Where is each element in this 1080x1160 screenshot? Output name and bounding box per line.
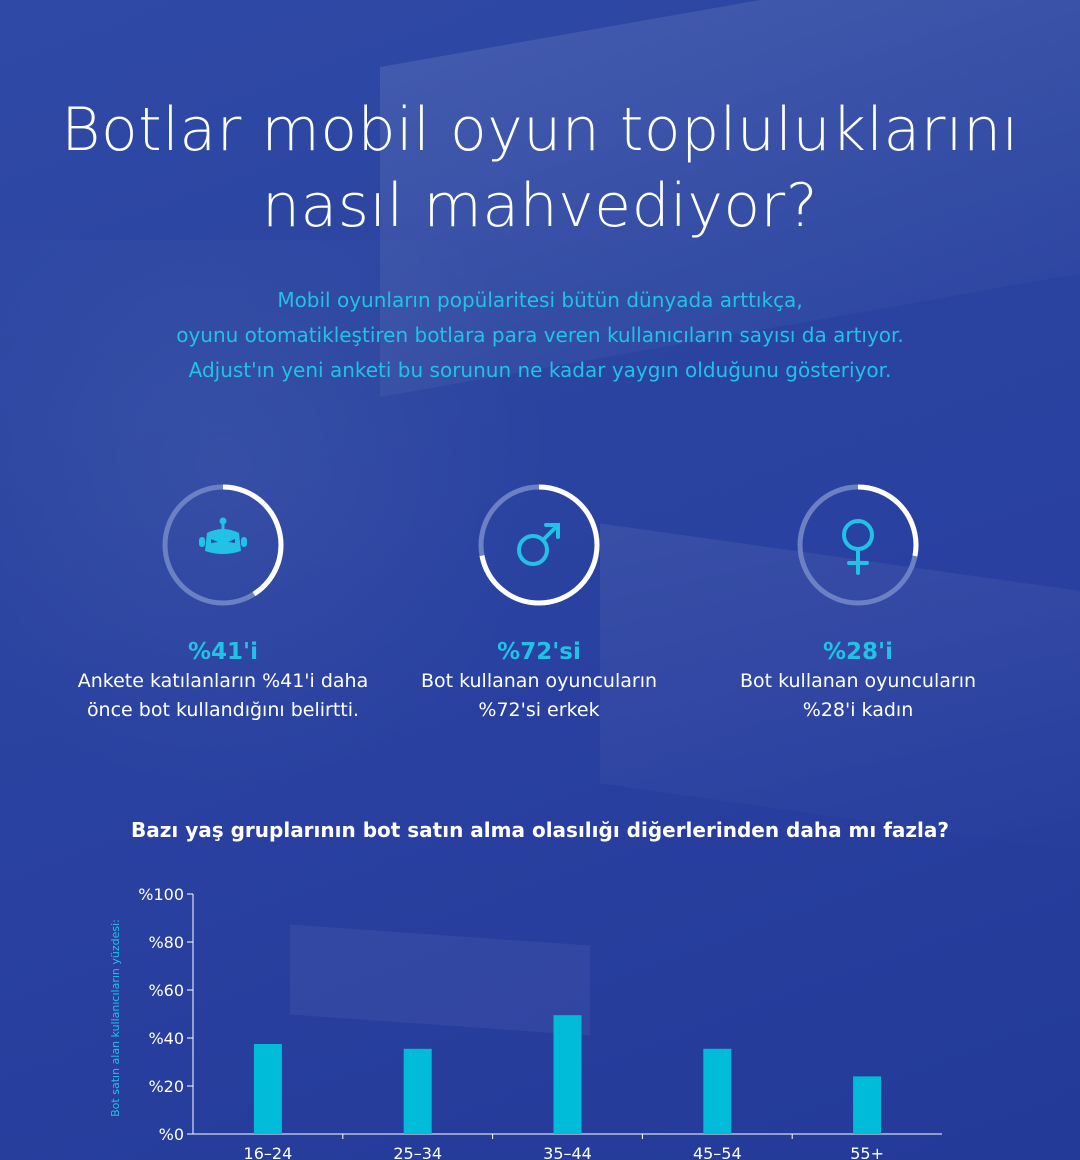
stat-value: %28'i [823, 639, 893, 665]
intro-text: Mobil oyunların popülaritesi bütün dünya… [0, 283, 1080, 388]
y-tick-label: %20 [148, 1077, 184, 1096]
bar [553, 1015, 582, 1134]
stat-value: %72'si [497, 639, 581, 665]
stat-block-female: %28'i Bot kullanan oyuncuların %28'i kad… [688, 483, 1028, 725]
stat-description-line: Bot kullanan oyuncuların [420, 670, 658, 692]
bar-chart: Bot satın alan kullanıcıların yüzdesi: %… [109, 885, 942, 1160]
ring-progress [797, 484, 919, 606]
stat-description-line: önce bot kullandığını belirtti. [86, 699, 360, 721]
x-tick-label: 35–44 [543, 1144, 592, 1160]
stat-ring [797, 484, 919, 606]
stat-ring [478, 484, 600, 606]
stat-description: Ankete katılanların %41'i daha önce bot … [53, 667, 393, 725]
stat-description-line: Bot kullanan oyuncuların [739, 670, 977, 692]
female-symbol-icon [842, 519, 874, 575]
stat-value: %41'i [188, 639, 258, 665]
male-symbol-icon [517, 523, 560, 566]
stat-description-line: %28'i kadın [802, 699, 914, 721]
page-title-line: Botlar mobil oyun topluluklarını [61, 95, 1019, 165]
intro-line: Adjust'ın yeni anketi bu sorunun ne kada… [188, 358, 892, 382]
stat-description-line: Ankete katılanların %41'i daha [77, 670, 369, 692]
intro-line: Mobil oyunların popülaritesi bütün dünya… [277, 288, 803, 312]
y-axis-label: Bot satın alan kullanıcıların yüzdesi: [109, 919, 122, 1117]
bar [853, 1076, 882, 1134]
x-tick-label: 16–24 [244, 1144, 293, 1160]
robot-icon [199, 517, 247, 554]
bar [253, 1044, 282, 1134]
stat-block-bot-usage: %41'i Ankete katılanların %41'i daha önc… [53, 483, 393, 725]
stat-ring [162, 484, 284, 606]
stat-block-male: %72'si Bot kullanan oyuncuların %72'si e… [369, 483, 709, 725]
x-tick-label: 25–34 [393, 1144, 442, 1160]
x-tick-label: 55+ [850, 1144, 884, 1160]
bar [403, 1048, 432, 1134]
y-tick-label: %40 [148, 1029, 184, 1048]
stat-description: Bot kullanan oyuncuların %28'i kadın [688, 667, 1028, 725]
y-tick-label: %0 [159, 1125, 184, 1144]
chart-title: Bazı yaş gruplarının bot satın alma olas… [131, 818, 949, 842]
y-tick-label: %100 [138, 885, 184, 904]
bar [703, 1048, 732, 1134]
page-title-line: nasıl mahvediyor? [261, 171, 819, 241]
ring-progress [162, 484, 284, 606]
ring-progress [478, 484, 600, 606]
x-tick-label: 45–54 [693, 1144, 742, 1160]
y-tick-label: %80 [148, 933, 184, 952]
y-tick-label: %60 [148, 981, 184, 1000]
stat-description: Bot kullanan oyuncuların %72'si erkek [369, 667, 709, 725]
page-title: Botlar mobil oyun topluluklarını nasıl m… [0, 92, 1080, 244]
intro-line: oyunu otomatikleştiren botlara para vere… [176, 323, 904, 347]
stat-description-line: %72'si erkek [478, 699, 600, 721]
